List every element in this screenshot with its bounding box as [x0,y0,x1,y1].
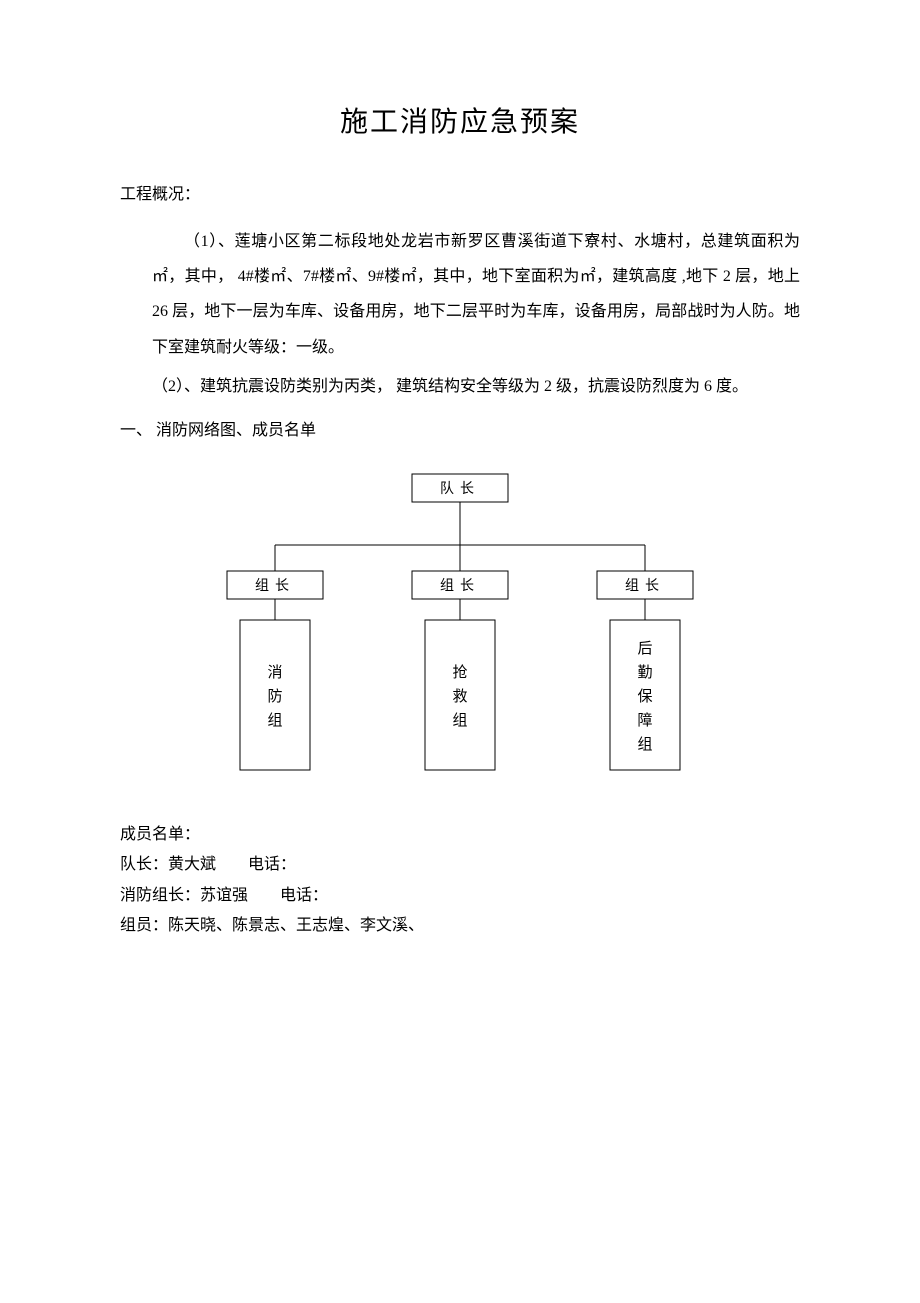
svg-text:保: 保 [637,688,652,705]
members-block: 成员名单： 队长：黄大斌 电话： 消防组长：苏谊强 电话： 组员：陈天晓、陈景志… [120,820,800,942]
member-line-1: 队长：黄大斌 电话： [120,850,800,880]
overview-label: 工程概况： [120,180,800,204]
svg-text:组长: 组长 [440,578,480,594]
svg-text:组: 组 [267,712,282,729]
member-line-3: 组员：陈天晓、陈景志、王志煌、李文溪、 [120,911,800,941]
paragraph-1: （1）、莲塘小区第二标段地处龙岩市新罗区曹溪街道下寮村、水塘村，总建筑面积为㎡，… [120,224,800,365]
members-label: 成员名单： [120,820,800,850]
svg-text:组长: 组长 [255,578,295,594]
svg-text:组: 组 [637,736,652,753]
svg-text:抢: 抢 [452,663,467,681]
svg-text:消: 消 [267,664,282,681]
svg-text:后: 后 [637,640,652,657]
section-heading-1: 一、 消防网络图、成员名单 [120,416,800,440]
svg-text:队长: 队长 [440,481,480,497]
member-line-2: 消防组长：苏谊强 电话： [120,881,800,911]
svg-text:障: 障 [637,711,652,729]
svg-text:组长: 组长 [625,578,665,594]
svg-text:救: 救 [452,688,467,705]
org-chart: 队长组长组长组长消防组抢救组后勤保障组 [120,470,800,780]
paragraph-2: （2）、建筑抗震设防类别为丙类， 建筑结构安全等级为 2 级，抗震设防烈度为 6… [120,369,800,404]
page-title: 施工消防应急预案 [120,100,800,140]
svg-text:勤: 勤 [637,664,652,681]
svg-text:防: 防 [267,688,282,705]
svg-text:组: 组 [452,712,467,729]
